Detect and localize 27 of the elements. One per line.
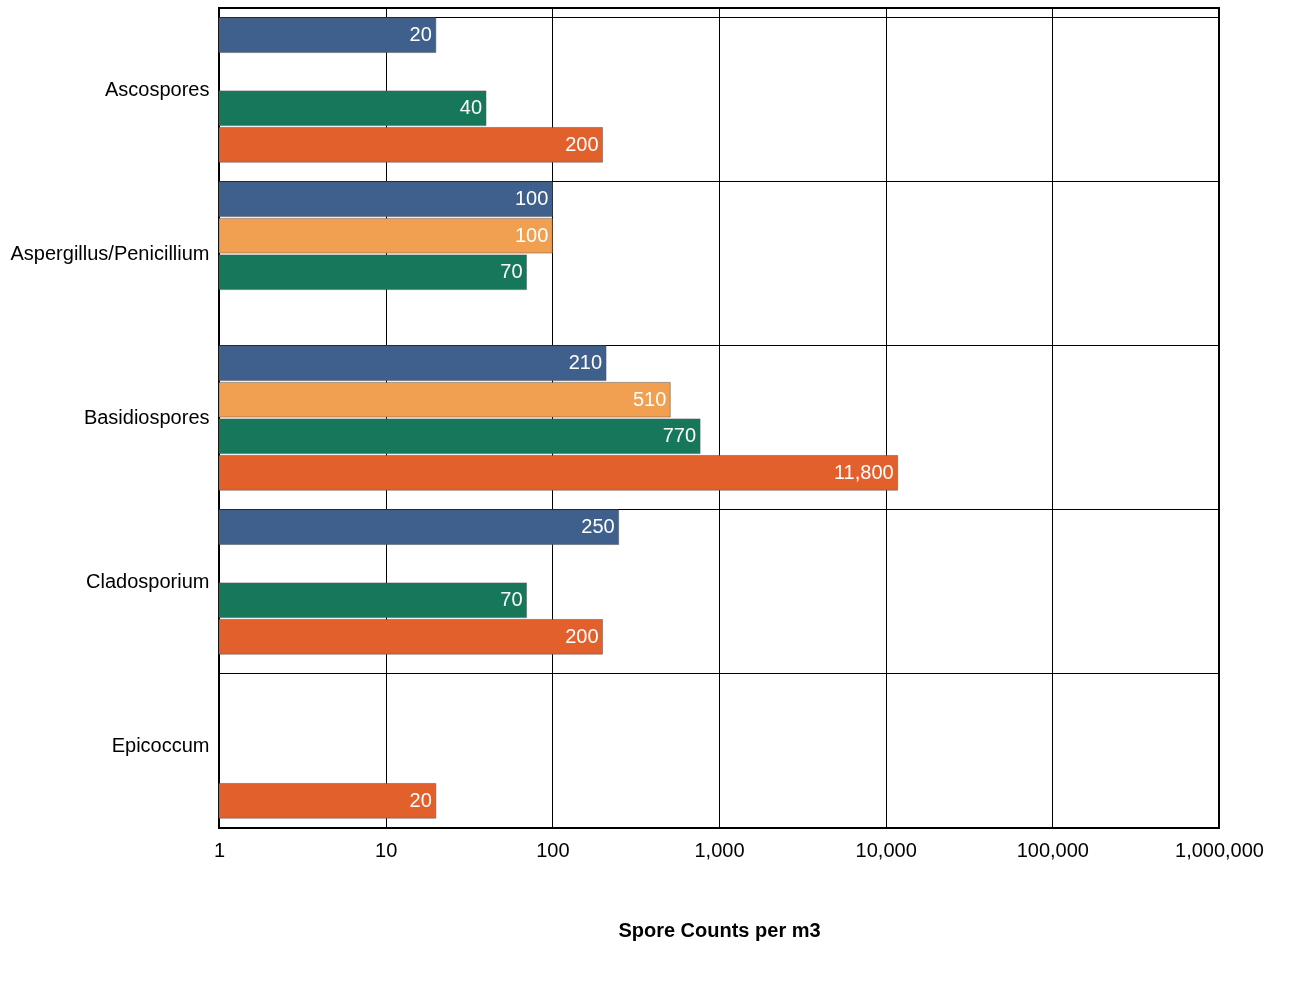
x-tick-label: 10	[375, 838, 398, 861]
data-label: 770	[662, 424, 697, 447]
x-tick-label: 10,000	[855, 838, 917, 861]
x-axis-title: Spore Counts per m3	[618, 918, 821, 941]
data-label: 20	[409, 788, 432, 811]
data-label: 20	[409, 23, 432, 46]
data-label: 100	[514, 223, 549, 246]
x-tick-label: 100,000	[1016, 838, 1089, 861]
x-tick-label: 100	[536, 838, 570, 861]
x-tick-label: 1,000	[694, 838, 745, 861]
data-label: 40	[459, 96, 483, 119]
data-label: 70	[500, 588, 523, 611]
y-tick-label: Ascospores	[105, 78, 210, 100]
data-label: 200	[565, 132, 599, 155]
y-tick-label: Cladosporium	[86, 570, 210, 592]
data-label: 200	[565, 624, 599, 647]
data-label: 250	[581, 515, 615, 538]
x-tick-label: 1,000,000	[1175, 838, 1264, 861]
data-label: 510	[632, 387, 667, 410]
data-label: 100	[514, 187, 549, 210]
x-tick-label: 1	[213, 838, 226, 861]
y-tick-label: Aspergillus/Penicillium	[10, 242, 210, 264]
data-label: 11,800	[833, 460, 894, 483]
data-label: 210	[568, 351, 603, 374]
y-tick-label: Epicoccum	[111, 734, 210, 756]
data-label: 70	[500, 260, 523, 283]
y-tick-label: Basidiospores	[83, 406, 210, 428]
